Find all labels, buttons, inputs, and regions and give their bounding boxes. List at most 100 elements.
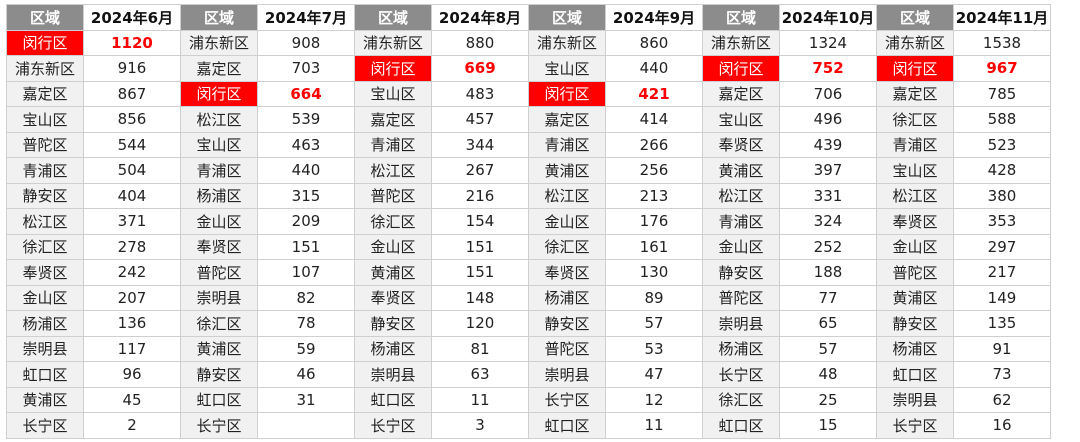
value-cell: 176: [605, 208, 703, 235]
region-cell: 金山区: [702, 233, 780, 260]
value-cell: 324: [779, 208, 877, 235]
value-cell: 57: [779, 335, 877, 362]
region-cell: 普陀区: [354, 182, 432, 209]
region-cell: 奉贤区: [354, 284, 432, 311]
region-header: 区域: [876, 4, 954, 31]
region-cell: 嘉定区: [876, 80, 954, 107]
ranking-table-container: 区域 2024年6月 区域 2024年7月 区域 2024年8月 区域 2024年9月 区域 20…: [6, 4, 1051, 439]
value-cell: 669: [431, 55, 529, 82]
region-cell: 金山区: [354, 233, 432, 260]
region-cell: 金山区: [6, 284, 84, 311]
region-cell: 金山区: [180, 208, 258, 235]
value-cell: 967: [953, 55, 1051, 82]
region-cell: 杨浦区: [876, 335, 954, 362]
value-cell: 48: [779, 361, 877, 388]
value-cell: 78: [257, 310, 355, 337]
value-cell: 62: [953, 386, 1051, 413]
value-cell: 457: [431, 106, 529, 133]
table-row: 浦东新区 916 嘉定区 703 闵行区 669 宝山区 440 闵行区 752 闵行区 967: [6, 55, 1051, 82]
value-cell: 130: [605, 259, 703, 286]
region-cell: 徐汇区: [6, 233, 84, 260]
value-cell: 1120: [83, 29, 181, 56]
region-cell: 长宁区: [702, 361, 780, 388]
region-cell: 虹口区: [702, 412, 780, 439]
value-cell: 213: [605, 182, 703, 209]
value-cell: 860: [605, 29, 703, 56]
table-row: 松江区 371 金山区 209 徐汇区 154 金山区 176 青浦区 324 奉贤区 353: [6, 208, 1051, 235]
value-cell: 266: [605, 131, 703, 158]
region-cell: 奉贤区: [180, 233, 258, 260]
value-cell: 96: [83, 361, 181, 388]
value-cell: 89: [605, 284, 703, 311]
region-cell: 静安区: [6, 182, 84, 209]
value-cell: 908: [257, 29, 355, 56]
region-cell: 长宁区: [528, 386, 606, 413]
value-cell: 15: [779, 412, 877, 439]
value-cell: 463: [257, 131, 355, 158]
table-row: 崇明县 117 黄浦区 59 杨浦区 81 普陀区 53 杨浦区 57 杨浦区 91: [6, 335, 1051, 362]
region-cell: 嘉定区: [6, 80, 84, 107]
region-cell: 浦东新区: [528, 29, 606, 56]
value-cell: 82: [257, 284, 355, 311]
region-cell: 虹口区: [6, 361, 84, 388]
value-cell: 46: [257, 361, 355, 388]
value-cell: 57: [605, 310, 703, 337]
value-cell: 440: [257, 157, 355, 184]
table-row: 黄浦区 45 虹口区 31 虹口区 11 长宁区 12 徐汇区 25 崇明县 62: [6, 386, 1051, 413]
region-cell: 青浦区: [180, 157, 258, 184]
region-cell: 杨浦区: [180, 182, 258, 209]
district-ranking-table: 区域 2024年6月 区域 2024年7月 区域 2024年8月 区域 2024年9月 区域 20…: [6, 4, 1051, 439]
region-cell: 青浦区: [876, 131, 954, 158]
value-cell: 856: [83, 106, 181, 133]
value-cell: 11: [605, 412, 703, 439]
region-header: 区域: [6, 4, 84, 31]
region-cell: 奉贤区: [702, 131, 780, 158]
value-cell: 25: [779, 386, 877, 413]
region-cell: 静安区: [702, 259, 780, 286]
value-cell: 16: [953, 412, 1051, 439]
region-cell: 宝山区: [876, 157, 954, 184]
region-cell: 青浦区: [6, 157, 84, 184]
value-cell: 344: [431, 131, 529, 158]
value-cell: 207: [83, 284, 181, 311]
region-cell: 闵行区: [354, 55, 432, 82]
table-row: 静安区 404 杨浦区 315 普陀区 216 松江区 213 松江区 331 松江区 380: [6, 182, 1051, 209]
region-cell: 徐汇区: [354, 208, 432, 235]
value-cell: 73: [953, 361, 1051, 388]
region-cell: 松江区: [528, 182, 606, 209]
region-cell: 黄浦区: [180, 335, 258, 362]
region-cell: 嘉定区: [180, 55, 258, 82]
region-cell: 闵行区: [702, 55, 780, 82]
region-cell: 崇明县: [354, 361, 432, 388]
region-cell: 青浦区: [354, 131, 432, 158]
value-cell: 117: [83, 335, 181, 362]
region-cell: 静安区: [528, 310, 606, 337]
header-row: 区域 2024年6月 区域 2024年7月 区域 2024年8月 区域 2024年9月 区域 20…: [6, 4, 1051, 31]
region-cell: 松江区: [354, 157, 432, 184]
region-cell: 黄浦区: [876, 284, 954, 311]
value-cell: 414: [605, 106, 703, 133]
value-cell: 916: [83, 55, 181, 82]
value-cell: 31: [257, 386, 355, 413]
region-cell: 闵行区: [528, 80, 606, 107]
region-cell: 徐汇区: [702, 386, 780, 413]
table-row: 闵行区 1120 浦东新区 908 浦东新区 880 浦东新区 860 浦东新区 1324 浦东新区…: [6, 29, 1051, 56]
value-cell: 154: [431, 208, 529, 235]
value-cell: 242: [83, 259, 181, 286]
region-header: 区域: [702, 4, 780, 31]
value-cell: 77: [779, 284, 877, 311]
value-cell: 315: [257, 182, 355, 209]
value-cell: 136: [83, 310, 181, 337]
region-cell: 浦东新区: [702, 29, 780, 56]
region-cell: 金山区: [528, 208, 606, 235]
month-header: 2024年10月: [779, 4, 877, 31]
value-cell: 59: [257, 335, 355, 362]
value-cell: 120: [431, 310, 529, 337]
value-cell: 297: [953, 233, 1051, 260]
value-cell: 353: [953, 208, 1051, 235]
region-cell: 长宁区: [876, 412, 954, 439]
value-cell: 217: [953, 259, 1051, 286]
table-row: 长宁区 2 长宁区 长宁区 3 虹口区 11 虹口区 15 长宁区 16: [6, 412, 1051, 439]
value-cell: 278: [83, 233, 181, 260]
month-header: 2024年8月: [431, 4, 529, 31]
